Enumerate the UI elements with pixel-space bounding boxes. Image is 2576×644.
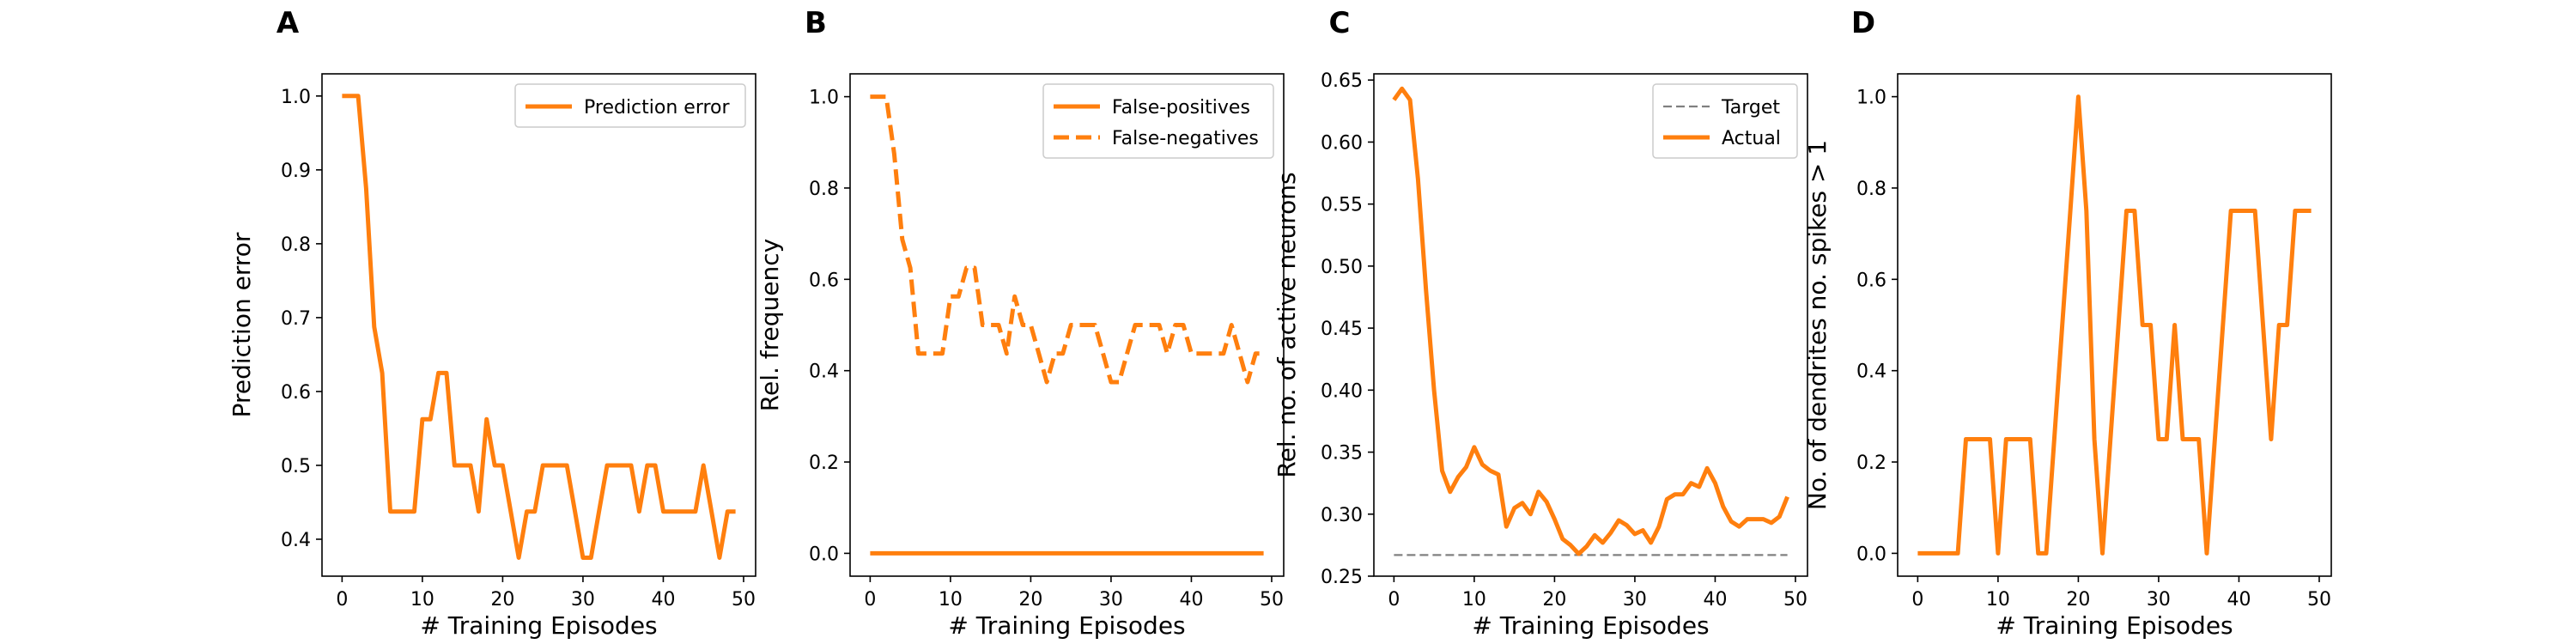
y-axis-label: Prediction error xyxy=(228,232,256,417)
x-tick-label: 0 xyxy=(1911,589,1923,611)
panel-d: D 0 10 20 30 40 50 0.0 0.2 0.4 0.6 0.8 1.0 # Training… xyxy=(1803,6,2332,640)
plot-frame xyxy=(1373,73,1808,577)
y-tick-label: 0.45 xyxy=(1321,319,1363,340)
y-tick-label: 0.4 xyxy=(281,530,311,551)
x-axis-label: # Training Episodes xyxy=(1472,611,1709,640)
legend-label: False-negatives xyxy=(1112,128,1259,149)
x-tick-label: 30 xyxy=(571,589,595,611)
y-tick-label: 1.0 xyxy=(281,87,311,108)
x-tick-label: 50 xyxy=(1783,589,1807,611)
legend-frame xyxy=(514,83,746,128)
y-tick-label: 0.4 xyxy=(809,361,839,383)
y-tick-label: 0.2 xyxy=(809,453,839,474)
y-tick-label: 0.4 xyxy=(1856,361,1886,383)
x-tick-label: 20 xyxy=(1018,589,1042,611)
x-tick-label: 0 xyxy=(336,589,348,611)
y-tick-label: 0.6 xyxy=(1856,270,1886,291)
x-tick-label: 20 xyxy=(2066,589,2090,611)
x-tick-label: 10 xyxy=(1986,589,2010,611)
y-tick-label: 0.60 xyxy=(1321,132,1363,154)
y-tick-label: 0.8 xyxy=(809,179,839,200)
x-tick-label: 40 xyxy=(1703,589,1727,611)
y-tick-label: 1.0 xyxy=(1856,88,1886,109)
x-tick-label: 0 xyxy=(864,589,876,611)
y-tick-label: 0.9 xyxy=(281,161,311,182)
panel-label: A xyxy=(276,6,300,40)
y-tick-label: 0.8 xyxy=(1856,179,1886,200)
y-tick-label: 0.7 xyxy=(281,308,311,330)
panel-label: C xyxy=(1329,6,1351,40)
x-tick-label: 10 xyxy=(939,589,963,611)
x-axis-label: # Training Episodes xyxy=(948,611,1185,640)
x-axis-label: # Training Episodes xyxy=(420,611,657,640)
x-tick-label: 50 xyxy=(732,589,756,611)
y-tick-label: 0.55 xyxy=(1321,195,1363,216)
y-tick-label: 0.0 xyxy=(809,544,839,565)
panel-label: D xyxy=(1851,6,1875,40)
x-axis-label: # Training Episodes xyxy=(1996,611,2233,640)
series-false-negatives xyxy=(870,94,1264,385)
panel-label: B xyxy=(805,6,827,40)
y-axis-label: Rel. frequency xyxy=(756,239,784,411)
x-tick-label: 50 xyxy=(1260,589,1284,611)
y-tick-label: 0.30 xyxy=(1321,505,1363,526)
y-tick-label: 0.25 xyxy=(1321,567,1363,588)
legend-label: Target xyxy=(1721,97,1780,118)
y-tick-label: 0.6 xyxy=(281,382,311,404)
x-tick-label: 0 xyxy=(1388,589,1400,611)
plot-frame xyxy=(849,73,1285,577)
y-tick-label: 0.6 xyxy=(809,270,839,291)
legend-label: False-positives xyxy=(1112,97,1250,118)
x-tick-label: 10 xyxy=(1462,589,1486,611)
legend-label: Actual xyxy=(1722,128,1781,149)
panel-c: C 0 10 20 30 40 50 0.25 0.30 0.35 0.40 0.45 0.50 0.55… xyxy=(1273,6,1808,640)
legend: Prediction error xyxy=(514,83,746,128)
legend-frame xyxy=(1042,83,1274,159)
panel-b: B 0 10 20 30 40 50 0.0 0.2 0.4 0.6 0.8 1.0 # Training… xyxy=(756,6,1285,640)
x-tick-label: 10 xyxy=(410,589,434,611)
x-tick-label: 20 xyxy=(1542,589,1566,611)
series-actual xyxy=(1392,86,1789,556)
y-axis-label: No. of dendrites no. spikes > 1 xyxy=(1803,140,1832,510)
y-tick-label: 1.0 xyxy=(809,88,839,109)
y-tick-label: 0.5 xyxy=(281,456,311,477)
plot-frame xyxy=(321,73,756,577)
x-tick-label: 30 xyxy=(1099,589,1123,611)
x-tick-label: 30 xyxy=(1623,589,1647,611)
y-tick-label: 0.40 xyxy=(1321,380,1363,402)
y-tick-label: 0.2 xyxy=(1856,453,1886,474)
x-tick-label: 30 xyxy=(2147,589,2171,611)
y-tick-label: 0.0 xyxy=(1856,544,1886,565)
plot-frame xyxy=(1897,73,2332,577)
y-tick-label: 0.8 xyxy=(281,234,311,256)
y-tick-label: 0.50 xyxy=(1321,257,1363,278)
x-tick-label: 40 xyxy=(1179,589,1203,611)
x-tick-label: 20 xyxy=(490,589,514,611)
y-tick-label: 0.65 xyxy=(1321,70,1363,92)
x-tick-label: 40 xyxy=(651,589,675,611)
panel-a: A 0 10 20 30 40 50 0.4 0.5 0.6 0.7 0.8 0.9 1.0 # Train… xyxy=(228,6,756,640)
legend-label: Prediction error xyxy=(584,97,730,118)
y-tick-label: 0.35 xyxy=(1321,443,1363,465)
x-tick-label: 50 xyxy=(2307,589,2331,611)
legend: Target Actual xyxy=(1652,83,1798,159)
x-tick-label: 40 xyxy=(2227,589,2251,611)
series-prediction-error xyxy=(342,94,736,560)
series-line xyxy=(1917,94,2312,556)
legend: False-positives False-negatives xyxy=(1042,83,1274,159)
y-axis-label: Rel. no. of active neurons xyxy=(1273,172,1301,477)
